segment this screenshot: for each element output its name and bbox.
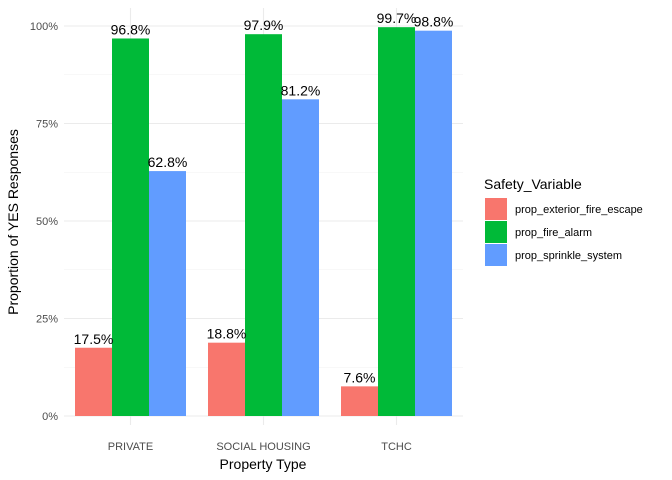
legend: Safety_Variable prop_exterior_fire_escap…	[484, 176, 643, 266]
y-tick-label: 0%	[42, 411, 58, 423]
bar-prop_fire_alarm	[112, 38, 149, 416]
y-tick-label: 75%	[36, 119, 58, 131]
data-label: 7.6%	[344, 369, 376, 385]
data-label: 17.5%	[74, 331, 114, 347]
data-label: 96.8%	[111, 21, 151, 37]
y-tick-label: 100%	[30, 21, 58, 33]
y-axis-ticks: 0% 25% 50% 75% 100%	[30, 21, 58, 423]
x-tick-label: SOCIAL HOUSING	[216, 441, 310, 453]
x-axis-ticks: PRIVATE SOCIAL HOUSING TCHC	[108, 441, 412, 453]
bar-prop_fire_alarm	[378, 27, 415, 416]
data-label: 81.2%	[281, 82, 321, 98]
bar-prop_exterior_fire_escape	[208, 342, 245, 416]
legend-label: prop_sprinkle_system	[515, 250, 622, 262]
legend-label: prop_exterior_fire_escape	[515, 204, 643, 216]
data-label: 98.8%	[414, 14, 454, 30]
bars	[75, 27, 452, 417]
bar-prop_exterior_fire_escape	[341, 386, 378, 416]
legend-title: Safety_Variable	[484, 176, 582, 192]
bar-prop_exterior_fire_escape	[75, 347, 112, 416]
x-tick-label: TCHC	[381, 441, 412, 453]
data-label: 99.7%	[377, 10, 417, 26]
x-axis-title: Property Type	[220, 456, 307, 472]
data-label: 62.8%	[148, 154, 188, 170]
data-labels: 17.5% 96.8% 62.8% 18.8% 97.9% 81.2% 7.6% 99.7%9…	[74, 10, 454, 385]
bar-prop_sprinkle_system	[149, 171, 186, 416]
y-axis-title: Proportion of YES Responses	[5, 129, 21, 315]
bar-prop_sprinkle_system	[415, 30, 452, 417]
y-tick-label: 25%	[36, 314, 58, 326]
legend-key-prop_fire_alarm	[485, 221, 507, 243]
y-tick-label: 50%	[36, 216, 58, 228]
bar-prop_fire_alarm	[245, 34, 282, 416]
data-label: 18.8%	[207, 326, 247, 342]
legend-label: prop_fire_alarm	[515, 227, 592, 239]
x-tick-label: PRIVATE	[108, 441, 153, 453]
legend-key-prop_exterior_fire_escape	[485, 198, 507, 220]
data-label: 97.9%	[244, 17, 284, 33]
legend-key-prop_sprinkle_system	[485, 244, 507, 266]
bar-prop_sprinkle_system	[282, 99, 319, 416]
